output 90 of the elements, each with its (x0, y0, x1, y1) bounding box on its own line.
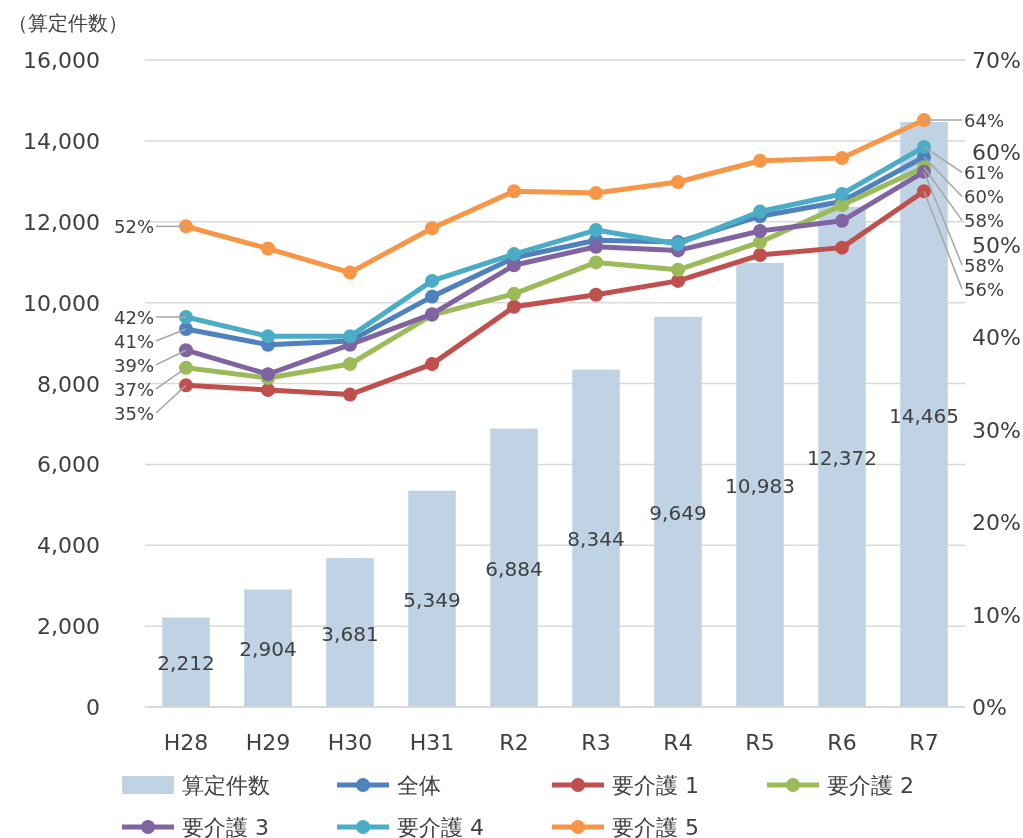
point (261, 329, 275, 344)
data-label: 41% (113, 330, 154, 352)
y2-tick-label: 10% (972, 602, 1021, 628)
y-tick-label: 6,000 (37, 452, 100, 478)
y-axis-title: （算定件数） (8, 11, 128, 35)
data-label: 3,681 (321, 621, 379, 646)
point (261, 382, 275, 397)
legend-label: 算定件数 (182, 773, 270, 798)
point (753, 248, 767, 263)
point (179, 360, 193, 375)
data-label: 9,649 (649, 500, 707, 525)
x-tick-label: H29 (245, 730, 291, 755)
point (179, 343, 193, 358)
point (835, 213, 849, 228)
legend-label: 要介護 1 (612, 773, 699, 798)
point (179, 219, 193, 234)
data-label: 42% (113, 306, 154, 328)
data-label: 37% (113, 378, 154, 400)
point (753, 223, 767, 238)
data-label: 2,212 (157, 651, 215, 676)
legend-label: 全体 (397, 773, 441, 798)
point (589, 255, 603, 270)
y2-tick-label: 70% (972, 48, 1021, 73)
data-label: 5,349 (403, 587, 461, 612)
point (425, 357, 439, 372)
point (425, 289, 439, 304)
data-label: 12,372 (807, 445, 877, 470)
point (261, 241, 275, 256)
point (507, 286, 521, 301)
point (835, 240, 849, 255)
x-tick-label: R6 (827, 730, 857, 755)
data-label: 64% (964, 110, 1005, 132)
x-tick-label: R4 (663, 730, 693, 755)
y-tick-label: 4,000 (37, 533, 100, 559)
data-label: 58% (964, 210, 1005, 232)
data-label: 52% (113, 216, 154, 238)
point (589, 186, 603, 201)
data-label: 39% (113, 354, 154, 376)
x-tick-label: H31 (409, 730, 455, 755)
point (589, 287, 603, 302)
point (343, 329, 357, 344)
y-tick-label: 12,000 (23, 209, 100, 235)
x-tick-label: R7 (909, 730, 939, 755)
point (343, 387, 357, 402)
x-tick-label: R3 (581, 730, 611, 755)
point (179, 309, 193, 324)
data-label: 35% (113, 402, 154, 424)
point (425, 221, 439, 236)
point (343, 265, 357, 280)
data-label: 14,465 (889, 403, 959, 428)
point (671, 262, 685, 277)
data-label: 2,904 (239, 637, 297, 662)
data-label: 10,983 (725, 473, 795, 498)
y-tick-label: 8,000 (37, 371, 100, 397)
point (917, 184, 931, 199)
point (753, 204, 767, 219)
y-tick-label: 16,000 (23, 48, 100, 73)
point (343, 357, 357, 372)
x-tick-label: R5 (745, 730, 775, 755)
y-tick-label: 14,000 (23, 128, 100, 154)
legend-label: 要介護 5 (612, 815, 699, 838)
x-tick-label: R2 (499, 730, 529, 755)
point (507, 299, 521, 314)
point (589, 239, 603, 254)
point (835, 187, 849, 202)
y2-tick-label: 20% (972, 510, 1021, 536)
point (753, 153, 767, 168)
data-label: 60% (964, 186, 1005, 208)
point (835, 150, 849, 165)
legend-label: 要介護 2 (827, 773, 914, 798)
y-tick-label: 0 (86, 695, 100, 720)
legend-label: 要介護 4 (397, 815, 484, 838)
point (671, 175, 685, 190)
point (507, 184, 521, 199)
point (179, 378, 193, 393)
y-tick-label: 2,000 (37, 614, 100, 640)
x-tick-label: H30 (327, 730, 373, 755)
point (917, 113, 931, 128)
y-tick-label: 10,000 (23, 290, 100, 316)
y2-tick-label: 0% (972, 695, 1007, 720)
data-label: 6,884 (485, 556, 543, 581)
y2-tick-label: 40% (972, 325, 1021, 351)
data-label: 56% (964, 278, 1005, 300)
data-label: 8,344 (567, 527, 625, 552)
legend-label: 要介護 3 (182, 815, 269, 838)
point (917, 139, 931, 154)
y2-tick-label: 30% (972, 417, 1021, 443)
point (425, 273, 439, 288)
x-tick-label: H28 (163, 730, 209, 755)
point (589, 223, 603, 238)
